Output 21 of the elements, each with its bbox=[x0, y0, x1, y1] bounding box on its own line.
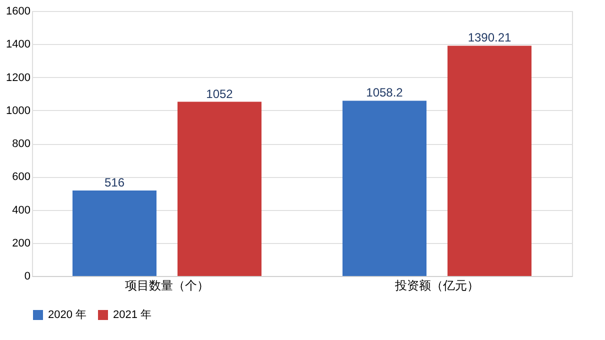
bar bbox=[448, 46, 532, 276]
y-tick-label: 1400 bbox=[6, 38, 30, 51]
y-tick-label: 0 bbox=[24, 270, 30, 282]
y-tick-label: 200 bbox=[12, 237, 30, 250]
data-label: 516 bbox=[104, 176, 125, 190]
bar bbox=[72, 190, 156, 276]
y-tick-label: 1600 bbox=[6, 6, 30, 18]
y-tick-label: 400 bbox=[12, 204, 30, 216]
x-tick-label: 投资额（亿元） bbox=[394, 278, 479, 292]
y-tick-label: 1200 bbox=[6, 72, 30, 84]
legend-label: 2020 年 bbox=[48, 309, 87, 321]
legend-label: 2021 年 bbox=[113, 309, 152, 321]
y-tick-label: 1000 bbox=[6, 104, 30, 117]
bar bbox=[342, 100, 426, 276]
bar bbox=[178, 102, 262, 276]
data-label: 1390.21 bbox=[468, 30, 512, 45]
x-tick-label: 项目数量（个） bbox=[125, 278, 209, 292]
y-tick-label: 600 bbox=[12, 171, 30, 184]
data-label: 1052 bbox=[206, 86, 234, 101]
data-label: 1058.2 bbox=[366, 86, 404, 100]
y-tick-label: 800 bbox=[12, 138, 30, 150]
